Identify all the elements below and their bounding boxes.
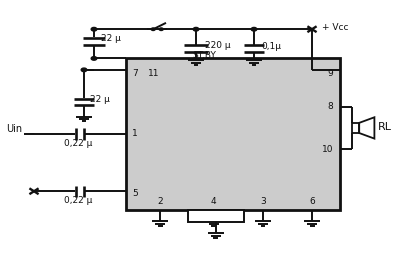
Circle shape (251, 27, 257, 31)
Text: ST.BY: ST.BY (192, 51, 216, 60)
Text: Uin: Uin (6, 124, 22, 134)
Bar (188, 210, 244, 222)
Text: 5: 5 (132, 188, 138, 198)
Text: 4: 4 (211, 197, 216, 207)
Text: 220 μ: 220 μ (205, 41, 230, 50)
Text: RL: RL (378, 122, 392, 132)
Circle shape (159, 28, 163, 30)
Circle shape (193, 27, 199, 31)
Text: 1: 1 (132, 130, 138, 138)
Text: 9: 9 (328, 69, 334, 78)
Text: 10: 10 (322, 145, 334, 154)
Text: 7: 7 (132, 69, 138, 78)
Text: 8: 8 (328, 102, 334, 111)
Text: 3: 3 (260, 197, 266, 207)
Bar (126, 58, 340, 210)
Text: 2: 2 (158, 197, 163, 207)
Text: + Vcc: + Vcc (322, 23, 348, 33)
Text: 22 μ: 22 μ (90, 96, 110, 104)
Circle shape (91, 27, 97, 31)
Circle shape (151, 28, 155, 30)
Text: 0,1μ: 0,1μ (261, 42, 281, 52)
Text: 22 μ: 22 μ (101, 34, 121, 43)
Text: 0,22 μ: 0,22 μ (64, 196, 92, 205)
Text: 0,22 μ: 0,22 μ (64, 139, 92, 148)
Text: ─: ─ (29, 131, 33, 137)
Polygon shape (359, 117, 374, 139)
Bar (352, 123, 359, 133)
Text: 11: 11 (148, 69, 160, 78)
Text: 6: 6 (309, 197, 315, 207)
Circle shape (81, 68, 87, 72)
Circle shape (91, 57, 97, 60)
